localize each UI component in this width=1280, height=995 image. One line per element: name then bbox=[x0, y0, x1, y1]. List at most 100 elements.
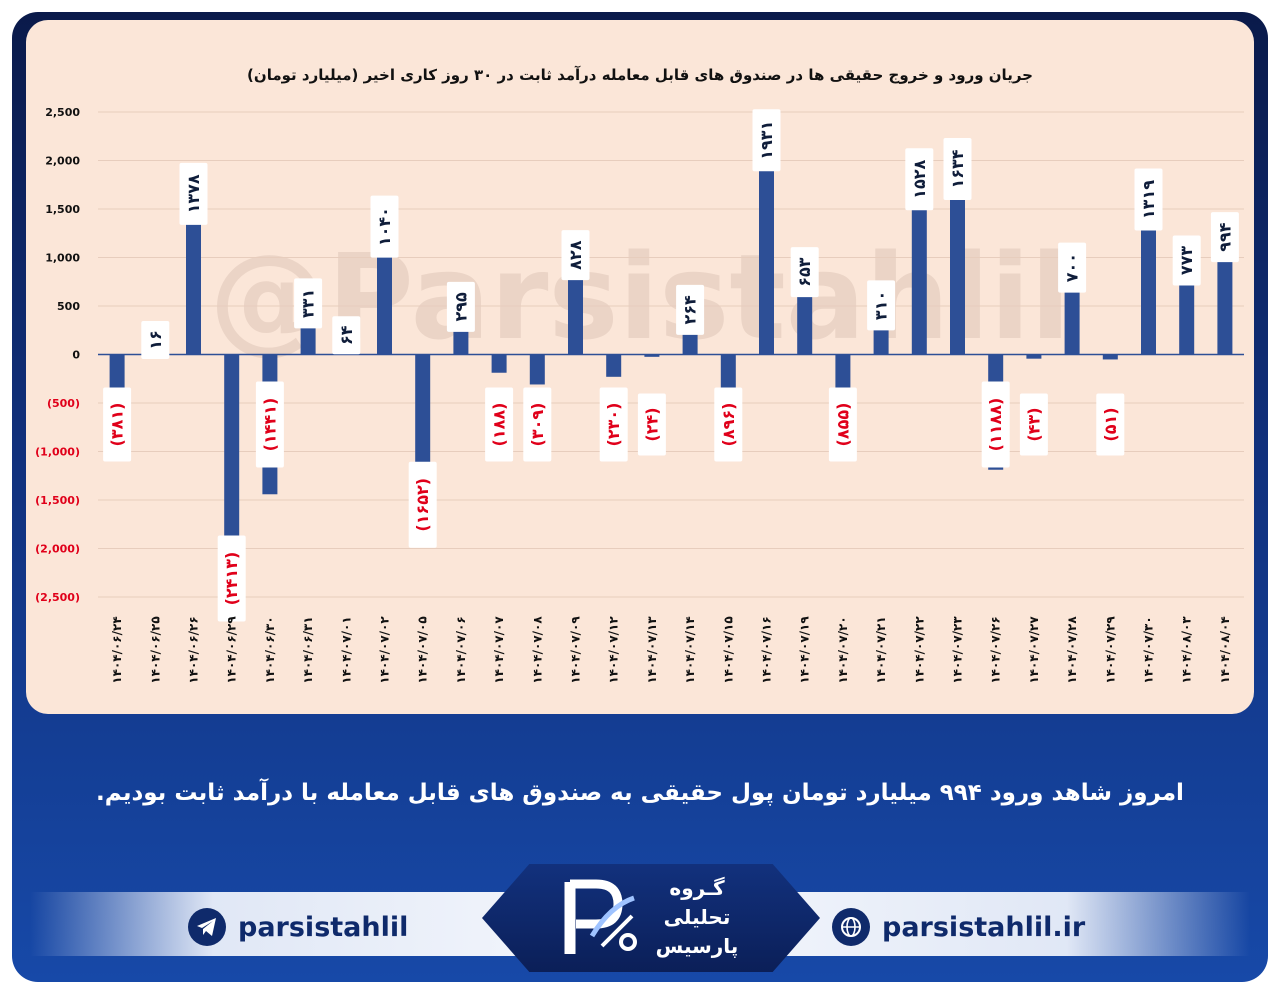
data-label-box bbox=[1096, 393, 1125, 456]
telegram-handle: parsistahlil bbox=[238, 911, 409, 943]
parsis-logo-icon bbox=[564, 879, 637, 954]
x-tick-label: ۱۴۰۴/۰۸/۰۴ bbox=[1218, 616, 1232, 683]
data-label-box bbox=[103, 387, 132, 462]
data-label-box bbox=[294, 278, 323, 329]
logo-line-1: گـروه bbox=[669, 876, 725, 900]
data-label-box bbox=[637, 393, 666, 456]
data-label-box bbox=[905, 148, 934, 211]
bar bbox=[224, 354, 240, 589]
data-label-box bbox=[1134, 168, 1163, 231]
data-label-box bbox=[676, 284, 705, 335]
bar bbox=[453, 325, 469, 355]
bar bbox=[1217, 258, 1233, 355]
infographic-frame: @Parsistahlil جریان ورود و خروج حقیقی ها … bbox=[12, 12, 1268, 982]
x-tick-label: ۱۴۰۴/۰۷/۲۰ bbox=[836, 616, 850, 683]
caption-text: امروز شاهد ورود ۹۹۴ میلیارد تومان پول حق… bbox=[96, 780, 1184, 806]
data-label-box bbox=[408, 461, 437, 548]
data-label: ۸۲۸ bbox=[566, 240, 585, 270]
data-label-box bbox=[1058, 242, 1087, 293]
data-label-box bbox=[561, 230, 590, 281]
bar bbox=[1102, 354, 1118, 360]
bar bbox=[606, 354, 622, 377]
x-tick-label: ۱۴۰۴/۰۷/۲۸ bbox=[1065, 616, 1079, 684]
data-label: (۳۸۱) bbox=[108, 403, 127, 447]
x-tick-label: ۱۴۰۴/۰۶/۲۶ bbox=[187, 616, 201, 683]
data-label: ۱۵۲۸ bbox=[910, 160, 929, 199]
bar bbox=[300, 322, 316, 355]
data-label: (۱۸۸) bbox=[490, 403, 509, 447]
y-tick-label: 1,500 bbox=[45, 203, 80, 216]
data-label-box bbox=[1210, 212, 1239, 263]
bar bbox=[873, 324, 889, 355]
logo-badge: گـروه تحلیلی پارسیس bbox=[482, 864, 820, 972]
data-label: ۶۴ bbox=[337, 325, 356, 345]
data-label: ۳۳۱ bbox=[299, 289, 318, 318]
data-label: (۸۵۵) bbox=[833, 403, 852, 447]
y-tick-label: (2,000) bbox=[35, 543, 80, 556]
y-tick-label: 2,000 bbox=[45, 155, 80, 168]
x-tick-label: ۱۴۰۴/۰۷/۱۴ bbox=[683, 616, 697, 683]
data-label: (۲۳۰) bbox=[604, 403, 623, 447]
data-label-box bbox=[1019, 393, 1048, 456]
x-tick-label: ۱۴۰۴/۰۷/۰۸ bbox=[530, 616, 544, 684]
chart-panel: @Parsistahlil جریان ورود و خروج حقیقی ها … bbox=[26, 20, 1254, 714]
data-label: (۵۱) bbox=[1101, 407, 1120, 441]
bar bbox=[1064, 286, 1080, 355]
bar bbox=[529, 354, 545, 385]
bar bbox=[377, 253, 392, 355]
x-tick-label: ۱۴۰۴/۰۶/۲۴ bbox=[110, 616, 124, 683]
data-label: ۷۰۰ bbox=[1063, 253, 1082, 282]
y-tick-label: (500) bbox=[47, 397, 80, 410]
x-tick-label: ۱۴۰۴/۰۶/۳۱ bbox=[301, 616, 315, 683]
data-label-box bbox=[1172, 235, 1201, 286]
telegram-link[interactable]: parsistahlil bbox=[188, 907, 408, 947]
data-label-box bbox=[332, 316, 361, 355]
bar bbox=[186, 220, 201, 355]
data-label-box bbox=[255, 381, 284, 468]
x-tick-label: ۱۴۰۴/۰۷/۰۵ bbox=[416, 616, 430, 683]
y-tick-label: 0 bbox=[72, 349, 80, 362]
y-tick-label: 2,500 bbox=[45, 106, 80, 119]
chart-title: جریان ورود و خروج حقیقی ها در صندوق های … bbox=[247, 66, 1033, 84]
data-label: ۷۷۳ bbox=[1177, 246, 1196, 276]
y-tick-label: (1,500) bbox=[35, 494, 80, 507]
bar bbox=[644, 354, 660, 357]
data-label: (۸۹۶) bbox=[719, 403, 738, 447]
data-label-box bbox=[485, 387, 514, 462]
bar bbox=[759, 167, 774, 355]
data-label-box bbox=[141, 320, 170, 359]
data-label: (۲۴۱۳) bbox=[222, 552, 241, 606]
x-tick-label: ۱۴۰۴/۰۷/۲۳ bbox=[951, 616, 965, 684]
data-label: (۳۰۹) bbox=[528, 403, 547, 447]
data-label: ۹۹۴ bbox=[1215, 222, 1234, 252]
x-tick-label: ۱۴۰۴/۰۶/۲۵ bbox=[148, 616, 162, 683]
bar bbox=[1179, 279, 1195, 355]
x-tick-label: ۱۴۰۴/۰۸/۰۳ bbox=[1180, 616, 1194, 684]
bar bbox=[109, 354, 125, 392]
x-tick-label: ۱۴۰۴/۰۷/۰۷ bbox=[492, 616, 506, 684]
data-label: ۱۶۳۴ bbox=[948, 149, 967, 188]
x-tick-label: ۱۴۰۴/۰۷/۲۱ bbox=[874, 616, 888, 683]
data-label-box bbox=[714, 387, 743, 462]
website-link[interactable]: parsistahlil.ir bbox=[832, 907, 1085, 947]
data-label: ۱۹۳۱ bbox=[757, 121, 776, 160]
x-tick-label: ۱۴۰۴/۰۷/۳۰ bbox=[1142, 616, 1156, 683]
x-tick-label: ۱۴۰۴/۰۷/۰۱ bbox=[339, 616, 353, 683]
data-label: ۲۹۵ bbox=[451, 292, 470, 322]
data-label-box bbox=[217, 535, 246, 622]
bar bbox=[682, 328, 698, 355]
x-tick-label: ۱۴۰۴/۰۷/۲۶ bbox=[989, 616, 1003, 683]
data-label-box bbox=[828, 387, 857, 462]
x-tick-label: ۱۴۰۴/۰۷/۱۹ bbox=[798, 616, 812, 684]
data-label: ۱۰۴۰ bbox=[375, 207, 394, 246]
data-label-box bbox=[752, 109, 781, 172]
telegram-icon bbox=[188, 908, 226, 946]
x-tick-label: ۱۴۰۴/۰۷/۱۶ bbox=[760, 616, 774, 683]
y-tick-label: 1,000 bbox=[45, 252, 80, 265]
data-label-box bbox=[790, 247, 819, 298]
bar bbox=[1026, 354, 1042, 359]
bar bbox=[491, 354, 507, 373]
data-label: ۱۳۱۹ bbox=[1139, 180, 1158, 219]
data-label: (۴۳) bbox=[1024, 407, 1043, 441]
